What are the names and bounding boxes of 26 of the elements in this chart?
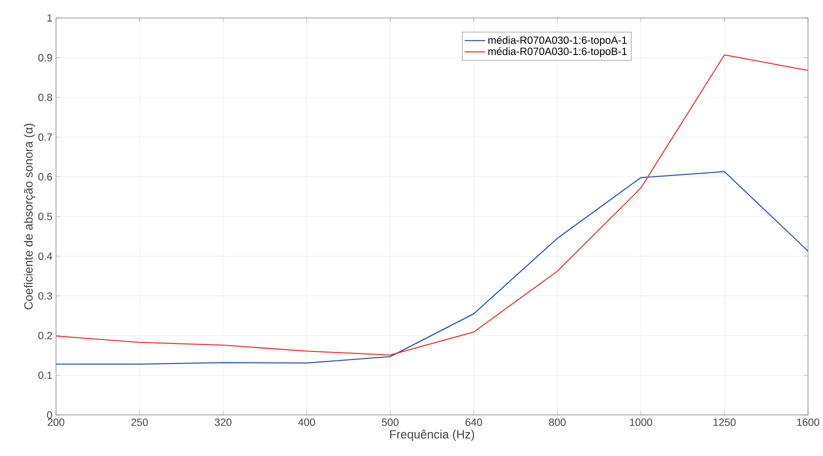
x-axis-title: Frequência (Hz) [390, 430, 474, 441]
x-tick-label: 250 [131, 418, 148, 426]
y-tick-label: 0.2 [38, 332, 52, 340]
y-tick-label: 0.6 [38, 173, 52, 180]
x-tick-label: 1250 [714, 418, 736, 426]
legend-label: média-R070A030-1:6-topoB-1 [488, 47, 627, 58]
y-axis-title: Coeficiente de absorção sonora (α) [24, 124, 36, 310]
x-tick-label: 200 [48, 418, 64, 426]
y-tick-label: 0.9 [38, 54, 52, 62]
y-tick-label: 0.4 [38, 252, 52, 260]
x-tick-label: 640 [466, 418, 482, 426]
y-tick-label: 1 [47, 14, 52, 22]
y-tick-label: 0.7 [38, 133, 52, 141]
x-tick-label: 800 [549, 418, 566, 426]
x-tick-label: 320 [214, 418, 232, 426]
x-tick-label: 500 [382, 418, 399, 426]
y-tick-label: 0.3 [38, 292, 52, 300]
y-tick-label: 0.1 [38, 372, 52, 379]
x-tick-label: 400 [298, 418, 315, 426]
y-tick-label: 0.5 [38, 212, 52, 220]
y-tick-label: 0 [47, 411, 52, 419]
legend-label: média-R070A030-1:6-topoA-1 [488, 36, 627, 46]
y-tick-label: 0.8 [38, 94, 52, 102]
line-series [56, 171, 808, 365]
x-tick-label: 1000 [630, 418, 652, 426]
x-tick-label: 1600 [797, 418, 820, 426]
